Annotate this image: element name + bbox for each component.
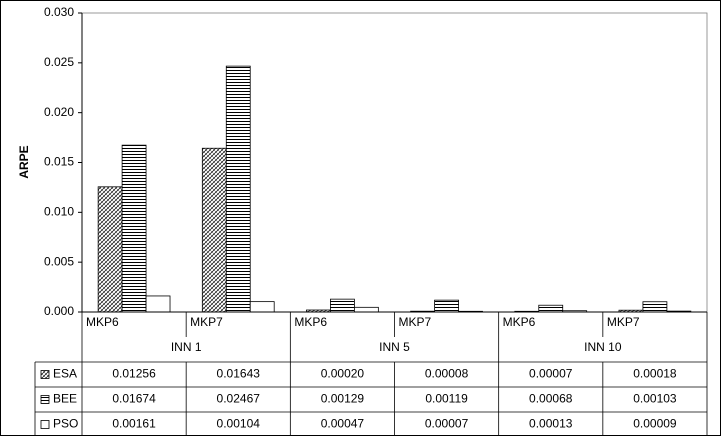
legend-label: PSO	[53, 417, 78, 431]
bar	[249, 301, 275, 313]
bar	[121, 144, 147, 313]
y-tick-label: 0.005	[44, 254, 74, 268]
y-tick-label: 0.010	[44, 205, 74, 219]
x-tick-label: MKP6	[294, 315, 327, 329]
group-label: INN 10	[584, 340, 622, 354]
y-tick-label: 0.015	[44, 155, 74, 169]
group-label: INN 1	[171, 340, 202, 354]
table-value: 0.00068	[529, 392, 573, 406]
legend-key	[40, 370, 50, 379]
legend-key	[40, 395, 50, 404]
table-value: 0.00104	[217, 417, 261, 431]
group-label: INN 5	[379, 340, 410, 354]
y-tick-label: 0.025	[44, 55, 74, 69]
table-value: 0.00008	[425, 367, 469, 381]
table-value: 0.01256	[112, 367, 156, 381]
bar	[538, 304, 564, 313]
y-tick-label: 0.020	[44, 105, 74, 119]
x-tick-label: MKP7	[399, 315, 432, 329]
table-value: 0.00007	[425, 417, 469, 431]
legend-key	[40, 420, 50, 429]
y-tick-label: 0.000	[44, 304, 74, 318]
table-value: 0.00161	[112, 417, 156, 431]
y-tick-label: 0.030	[44, 5, 74, 19]
bar	[353, 306, 379, 313]
legend-label: BEE	[53, 392, 77, 406]
bar	[97, 186, 123, 313]
table-value: 0.00013	[529, 417, 573, 431]
table-value: 0.00020	[321, 367, 365, 381]
table-value: 0.00119	[425, 392, 468, 406]
x-tick-label: MKP6	[86, 315, 119, 329]
legend-label: ESA	[53, 367, 77, 381]
table-value: 0.00129	[321, 392, 365, 406]
table-value: 0.00007	[529, 367, 573, 381]
table-value: 0.02467	[217, 392, 261, 406]
bar	[145, 295, 171, 313]
bar	[201, 147, 227, 313]
y-axis-label: ARPE	[17, 145, 31, 178]
table-value: 0.00103	[633, 392, 677, 406]
x-tick-label: MKP7	[190, 315, 223, 329]
bar	[434, 299, 459, 313]
table-value: 0.00047	[321, 417, 365, 431]
table-value: 0.00018	[633, 367, 677, 381]
bar	[642, 301, 668, 313]
x-tick-label: MKP7	[607, 315, 640, 329]
table-value: 0.01643	[217, 367, 261, 381]
table-value: 0.01674	[112, 392, 156, 406]
table-value: 0.00009	[633, 417, 677, 431]
bar	[330, 298, 355, 313]
bar	[225, 65, 251, 313]
x-tick-label: MKP6	[503, 315, 536, 329]
